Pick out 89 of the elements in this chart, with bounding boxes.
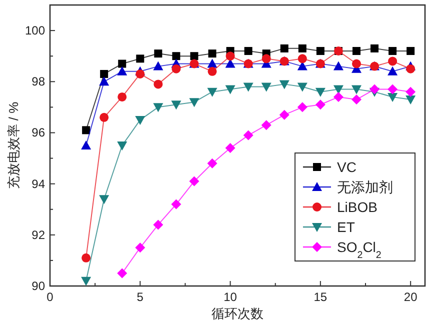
- legend-label: VC: [337, 159, 356, 175]
- y-tick-label: 90: [32, 279, 46, 293]
- point: [118, 60, 126, 68]
- point: [154, 80, 163, 89]
- point: [333, 61, 344, 70]
- point: [261, 120, 272, 130]
- point: [243, 82, 254, 92]
- point: [352, 46, 360, 55]
- point: [225, 143, 236, 154]
- point: [406, 46, 415, 55]
- point: [226, 52, 235, 61]
- point: [388, 56, 398, 66]
- point: [82, 126, 90, 134]
- point: [333, 85, 344, 94]
- point: [171, 199, 182, 210]
- point: [406, 86, 416, 97]
- point: [189, 98, 200, 108]
- point: [244, 46, 252, 55]
- point: [406, 96, 416, 105]
- point: [117, 66, 128, 76]
- point: [388, 66, 398, 76]
- point: [136, 69, 145, 78]
- point: [261, 82, 272, 92]
- point: [135, 242, 146, 253]
- point: [388, 46, 397, 55]
- point: [280, 44, 288, 52]
- x-tick-label: 20: [404, 290, 418, 304]
- y-tick-label: 94: [32, 176, 46, 191]
- point: [279, 80, 290, 90]
- legend-label: ET: [337, 219, 356, 235]
- legend-label: SO$_{2}$Cl$_{2}$: [337, 239, 382, 260]
- point: [279, 110, 290, 120]
- point: [117, 268, 128, 278]
- point: [315, 88, 326, 97]
- point: [136, 54, 144, 63]
- point: [297, 102, 308, 112]
- y-tick-label: 92: [32, 228, 46, 242]
- point: [99, 195, 110, 204]
- point: [225, 85, 236, 94]
- x-tick-label: 5: [136, 290, 144, 304]
- point: [351, 85, 362, 94]
- point: [189, 176, 200, 186]
- point: [117, 142, 128, 150]
- point: [333, 92, 344, 102]
- point: [82, 253, 91, 262]
- point: [298, 44, 306, 52]
- point: [207, 88, 218, 97]
- x-axis-title: 循环次数: [212, 306, 264, 321]
- x-tick-label: 10: [224, 290, 238, 304]
- x-tick-label: 15: [314, 290, 328, 304]
- point: [297, 82, 308, 92]
- point: [243, 130, 254, 140]
- y-tick-label: 100: [24, 24, 46, 38]
- point: [208, 50, 216, 58]
- point: [100, 112, 109, 122]
- point: [153, 220, 164, 230]
- legend-label: 无添加剂: [337, 179, 393, 195]
- point: [207, 158, 218, 168]
- point: [406, 64, 416, 74]
- y-tick-label: 96: [32, 126, 46, 140]
- point: [81, 276, 92, 286]
- legend-label: LiBOB: [337, 199, 378, 215]
- point: [171, 100, 182, 110]
- point: [352, 59, 361, 68]
- point: [351, 94, 362, 105]
- point: [135, 116, 146, 125]
- point: [225, 58, 236, 68]
- point: [315, 100, 326, 110]
- point: [153, 103, 164, 112]
- point: [81, 140, 92, 150]
- point: [298, 54, 307, 64]
- point: [190, 52, 198, 60]
- point: [172, 52, 180, 60]
- point: [262, 54, 271, 64]
- point: [118, 92, 127, 102]
- point: [172, 64, 181, 74]
- point: [154, 50, 162, 58]
- x-tick-label: 0: [46, 290, 54, 304]
- y-axis-title: 充放电效率 / %: [6, 101, 21, 190]
- point: [100, 70, 108, 78]
- point: [99, 76, 110, 86]
- point: [208, 66, 217, 76]
- point: [388, 92, 398, 102]
- y-tick-label: 98: [32, 74, 46, 89]
- point: [370, 44, 379, 52]
- point: [370, 84, 380, 94]
- point: [153, 61, 164, 70]
- point: [388, 84, 398, 94]
- point: [316, 46, 324, 55]
